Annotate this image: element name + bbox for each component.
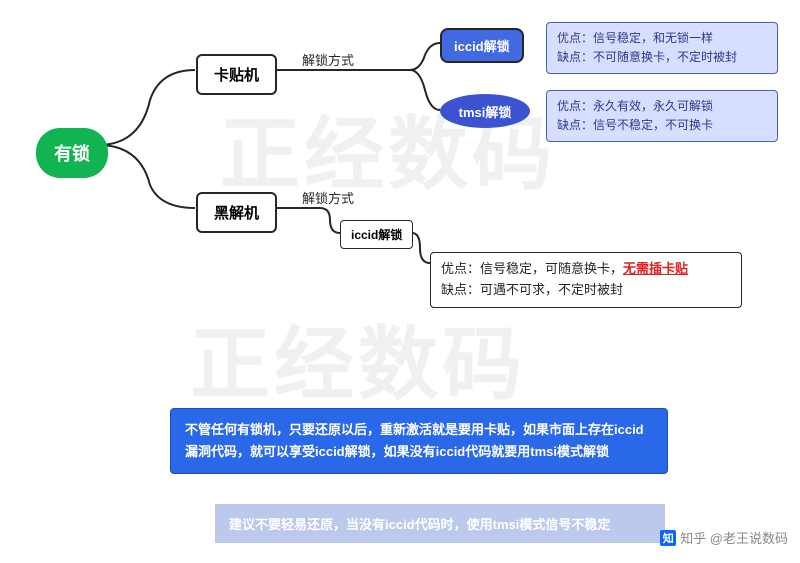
zhihu-icon: 知: [660, 530, 676, 546]
warn-callout: 建议不要轻易还原，当没有iccid代码时，使用tmsi模式信号不稳定: [215, 504, 665, 543]
attribution-text: 知乎 @老王说数码: [680, 528, 788, 547]
con-text: 可遇不可求，不定时被封: [480, 282, 623, 297]
iccid2-desc: 优点：信号稳定，可随意换卡，无需插卡贴 缺点：可遇不可求，不定时被封: [430, 252, 742, 308]
attribution: 知 知乎 @老王说数码: [660, 528, 788, 547]
root-node: 有锁: [36, 128, 108, 178]
branch1-node: 卡贴机: [196, 54, 277, 95]
iccid-node-1: iccid解锁: [440, 28, 524, 63]
pro-danger: 无需插卡贴: [623, 261, 688, 276]
iccid1-desc: 优点：信号稳定，和无锁一样 缺点：不可随意换卡，不定时被封: [546, 22, 778, 74]
pro-text: 信号稳定，和无锁一样: [593, 31, 713, 45]
tmsi-node: tmsi解锁: [440, 94, 530, 128]
con-label: 缺点：: [557, 50, 593, 64]
info-callout: 不管任何有锁机，只要还原以后，重新激活就是要用卡贴，如果市面上存在iccid漏洞…: [170, 408, 668, 474]
branch2-node: 黑解机: [196, 192, 277, 233]
con-label: 缺点：: [557, 118, 593, 132]
pro-text: 信号稳定，可随意换卡，: [480, 261, 623, 276]
pro-label: 优点：: [441, 261, 480, 276]
tmsi-desc: 优点：永久有效，永久可解锁 缺点：信号不稳定，不可换卡: [546, 90, 778, 142]
con-label: 缺点：: [441, 282, 480, 297]
pro-label: 优点：: [557, 31, 593, 45]
pro-label: 优点：: [557, 99, 593, 113]
branch1-edge-label: 解锁方式: [302, 50, 354, 69]
con-text: 不可随意换卡，不定时被封: [593, 50, 737, 64]
pro-text: 永久有效，永久可解锁: [593, 99, 713, 113]
iccid-node-2: iccid解锁: [340, 220, 413, 249]
con-text: 信号不稳定，不可换卡: [593, 118, 713, 132]
branch2-edge-label: 解锁方式: [302, 188, 354, 207]
